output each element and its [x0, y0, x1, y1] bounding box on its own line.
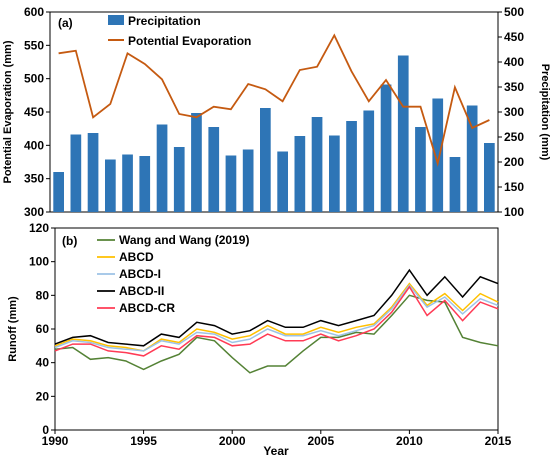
left-y-tick-label: 400: [24, 138, 44, 152]
precipitation-bar: [277, 151, 288, 212]
runoff-line-abcd-i: [54, 283, 499, 352]
right-y-tick-label: 500: [504, 5, 524, 19]
legend-a: Precipitation Potential Evaporation: [108, 14, 251, 48]
legend-label-abcd-cr: ABCD-CR: [119, 301, 175, 315]
precipitation-bar: [260, 108, 271, 212]
right-y-tick-label: 300: [504, 105, 524, 119]
right-y-tick-label: 350: [504, 80, 524, 94]
panel-a-frame: [49, 11, 499, 213]
precipitation-bar: [191, 113, 202, 212]
left-y-tick-label: 350: [24, 172, 44, 186]
y-axis-label-left: Potential Evaporation (mm): [2, 40, 14, 183]
precipitation-bar: [122, 154, 133, 212]
precipitation-bar: [484, 143, 495, 212]
precipitation-bar: [53, 172, 64, 212]
y-tick-label-b: 120: [29, 221, 49, 235]
left-y-tick-label: 500: [24, 72, 44, 86]
precipitation-bar: [415, 127, 426, 212]
right-y-tick-label: 150: [504, 180, 524, 194]
precipitation-bar: [294, 136, 306, 212]
x-tick-label: 2010: [396, 434, 423, 448]
precipitation-bar: [329, 135, 340, 212]
right-y-tick-label: 200: [504, 155, 524, 169]
y-tick-label-b: 60: [36, 322, 50, 336]
precipitation-bar: [87, 133, 99, 212]
right-y-tick-label: 450: [504, 30, 524, 44]
left-y-tick-label: 300: [24, 205, 44, 219]
y-axis-label-right: Precipitation (mm): [539, 64, 550, 161]
potential-evaporation-line: [58, 33, 490, 167]
left-y-tick-label: 450: [24, 105, 44, 119]
runoff-lines: [54, 268, 499, 374]
legend-label-abcd-ii: ABCD-II: [119, 284, 164, 298]
x-tick-label: 1995: [130, 434, 157, 448]
panel-label-b: (b): [62, 234, 77, 248]
right-y-tick-label: 250: [504, 130, 524, 144]
legend-label-wang-and-wang-2019: Wang and Wang (2019): [119, 233, 249, 247]
x-tick-label: 2015: [485, 434, 512, 448]
runoff-line-abcd: [54, 282, 499, 352]
right-y-ticks: 100 150 200 250 300 350 400 450 500: [498, 5, 524, 219]
precipitation-bar: [449, 157, 461, 212]
precipitation-bars: [53, 55, 495, 212]
precipitation-bar: [173, 147, 185, 212]
left-y-ticks: 300 350 400 450 500 550 600: [24, 5, 50, 219]
x-tick-label: 1990: [42, 434, 69, 448]
legend-label-precipitation: Precipitation: [128, 14, 201, 28]
legend-label-abcd-i: ABCD-I: [119, 267, 161, 281]
x-tick-label: 2000: [219, 434, 246, 448]
y-ticks-b: 0 20 40 60 80 100 120: [29, 221, 55, 437]
precipitation-bar: [225, 155, 237, 212]
precipitation-bar: [346, 121, 357, 212]
left-y-tick-label: 600: [24, 5, 44, 19]
legend-label-abcd: ABCD: [119, 250, 154, 264]
legend-b: Wang and Wang (2019) ABCD ABCD-I ABCD-II ABC…: [97, 233, 249, 315]
precipitation-bar: [105, 159, 116, 212]
right-y-tick-label: 400: [504, 55, 524, 69]
y-tick-label-b: 20: [36, 389, 50, 403]
precipitation-bar: [311, 117, 323, 212]
legend-label-potential-evaporation: Potential Evaporation: [128, 34, 251, 48]
precipitation-bar: [380, 84, 392, 212]
panel-b: 0 20 40 60 80 100 120 1990 1995 2000 2005 2010 2015…: [7, 221, 512, 458]
right-y-tick-label: 100: [504, 205, 524, 219]
y-axis-label-runoff: Runoff (mm): [7, 296, 19, 362]
precipitation-bar: [466, 105, 478, 212]
precipitation-bar: [156, 124, 168, 212]
y-tick-label-b: 80: [36, 288, 50, 302]
y-tick-label-b: 100: [29, 255, 49, 269]
runoff-line-wang-and-wang-2019: [54, 294, 499, 374]
precipitation-bar: [363, 110, 375, 212]
panel-a: 300 350 400 450 500 550 600 100 150 200 250 300 350…: [2, 5, 550, 219]
y-tick-label-b: 40: [36, 356, 50, 370]
precipitation-bar: [139, 156, 151, 212]
precipitation-bar: [242, 149, 254, 212]
legend-swatch-precipitation: [108, 15, 124, 25]
x-axis-label-year: Year: [263, 444, 289, 458]
precipitation-bar: [70, 134, 82, 212]
panel-label-a: (a): [58, 16, 73, 30]
x-tick-label: 2005: [307, 434, 334, 448]
y-tick-label-b: 0: [42, 423, 49, 437]
x-ticks: 1990 1995 2000 2005 2010 2015: [42, 430, 512, 448]
precipitation-bar: [432, 98, 444, 212]
precipitation-bar: [208, 127, 220, 212]
precipitation-bar: [397, 55, 409, 212]
runoff-line-abcd-ii: [54, 268, 499, 347]
runoff-line-abcd-cr: [54, 285, 499, 357]
left-y-tick-label: 550: [24, 38, 44, 52]
